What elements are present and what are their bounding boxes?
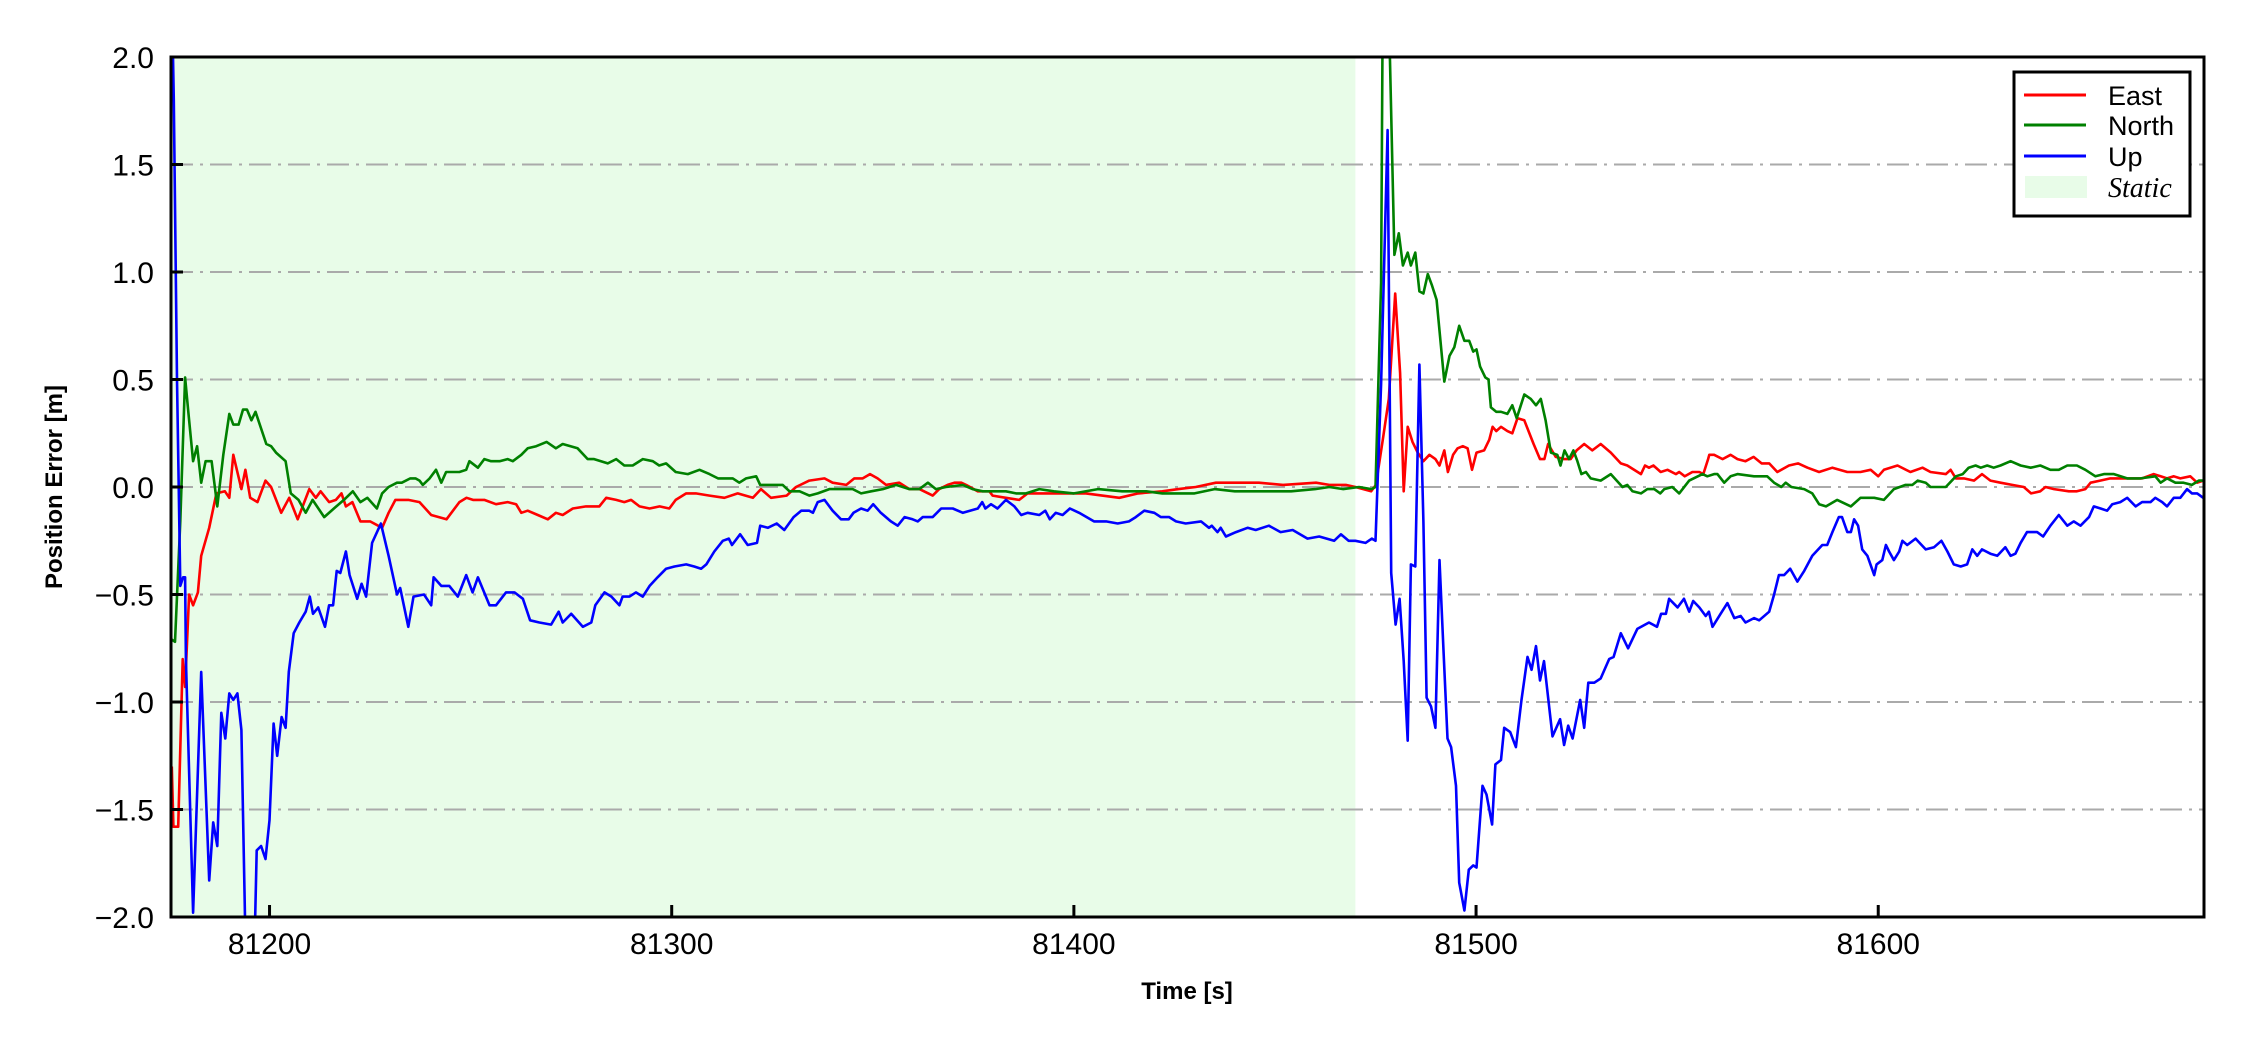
legend-label-static: Static <box>2108 173 2172 204</box>
x-tick-label: 81500 <box>1434 928 1517 961</box>
y-tick-label: −0.5 <box>95 580 154 613</box>
y-tick-label: 0.0 <box>112 472 154 505</box>
series-lines <box>171 57 2204 917</box>
x-tick-label: 81400 <box>1032 928 1115 961</box>
legend-label-east: East <box>2108 81 2163 111</box>
series-line-up <box>171 57 2204 917</box>
y-tick-label: −2.0 <box>95 902 154 935</box>
y-tick-label: 1.0 <box>112 257 154 290</box>
y-tick-label: 1.5 <box>112 150 154 183</box>
legend-label-north: North <box>2108 111 2174 141</box>
series-line-north <box>171 57 2204 644</box>
legend-label-up: Up <box>2108 142 2143 172</box>
y-tick-label: −1.0 <box>95 687 154 720</box>
axis-ticks: 81200 81300 81400 81500 81600 2.0 1.5 1.0 0.5 0.0… <box>95 42 1920 961</box>
legend-swatch-static <box>2025 176 2087 198</box>
x-tick-label: 81300 <box>630 928 713 961</box>
x-tick-label: 81200 <box>228 928 311 961</box>
x-tick-label: 81600 <box>1837 928 1920 961</box>
y-axis-title: Position Error [m] <box>41 385 68 589</box>
y-tick-label: 0.5 <box>112 365 154 398</box>
y-tick-label: −1.5 <box>95 795 154 828</box>
x-axis-title: Time [s] <box>1141 978 1233 1005</box>
y-tick-label: 2.0 <box>112 42 154 75</box>
